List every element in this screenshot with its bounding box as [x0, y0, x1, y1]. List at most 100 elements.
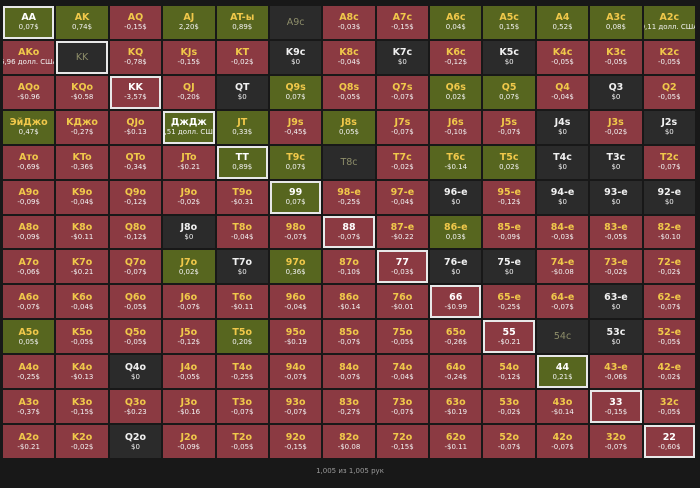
hand-cell[interactable]: K2c -0,05$: [643, 40, 695, 74]
hand-cell[interactable]: 63-е $0: [590, 285, 642, 319]
hand-cell[interactable]: KДжо -0,27$: [56, 110, 108, 144]
hand-cell[interactable]: Q3 $0: [590, 75, 642, 109]
hand-cell[interactable]: K4o -$0.13: [56, 355, 108, 389]
hand-cell[interactable]: A5o 0,05$: [3, 320, 55, 354]
hand-cell[interactable]: 66 -$0.99: [430, 285, 482, 319]
hand-cell[interactable]: 64o -0,24$: [430, 355, 482, 389]
hand-cell[interactable]: J7s -0,07$: [376, 110, 429, 144]
hand-cell[interactable]: 44 0,21$: [536, 355, 589, 389]
hand-cell[interactable]: 93o -0,07$: [269, 390, 322, 424]
hand-cell[interactable]: J4o -0,05$: [163, 355, 215, 389]
hand-cell[interactable]: QJ -0,20$: [163, 75, 215, 109]
hand-cell[interactable]: A9c: [269, 6, 322, 39]
hand-cell[interactable]: 42o -0,07$: [536, 425, 589, 458]
hand-cell[interactable]: J8s 0,05$: [323, 110, 375, 144]
hand-cell[interactable]: KK -3,57$: [109, 75, 162, 109]
hand-cell[interactable]: 83-е -0,05$: [590, 215, 642, 249]
hand-cell[interactable]: T5o 0,20$: [216, 320, 268, 354]
hand-cell[interactable]: 63o -$0.19: [430, 390, 482, 424]
hand-cell[interactable]: 73o -0,07$: [376, 390, 429, 424]
hand-cell[interactable]: 92o -0,15$: [269, 425, 322, 458]
hand-cell[interactable]: T4o -0,25$: [216, 355, 268, 389]
hand-cell[interactable]: 64-е -0,07$: [536, 285, 589, 319]
hand-cell[interactable]: T8o -0,04$: [216, 215, 268, 249]
hand-cell[interactable]: 62o -$0.11: [430, 425, 482, 458]
hand-cell[interactable]: 96-е $0: [430, 180, 482, 214]
hand-cell[interactable]: J9s -0,45$: [269, 110, 322, 144]
hand-cell[interactable]: Q8s -0,05$: [323, 75, 375, 109]
hand-cell[interactable]: 32o -0,07$: [590, 425, 642, 458]
hand-cell[interactable]: KQ -0,78$: [109, 40, 162, 74]
hand-cell[interactable]: A5c 0,15$: [483, 6, 535, 39]
hand-cell[interactable]: K8c -0,04$: [323, 40, 375, 74]
hand-cell[interactable]: 83o -0,27$: [323, 390, 375, 424]
hand-cell[interactable]: 84o -0,07$: [323, 355, 375, 389]
hand-cell[interactable]: T8c: [323, 145, 375, 179]
hand-cell[interactable]: 98o -0,07$: [269, 215, 322, 249]
hand-cell[interactable]: Q8o -0,12$: [109, 215, 162, 249]
hand-cell[interactable]: 84-е -0,03$: [536, 215, 589, 249]
hand-cell[interactable]: K3o -0,15$: [56, 390, 108, 424]
hand-cell[interactable]: 87-е -$0.22: [376, 215, 429, 249]
hand-cell[interactable]: 95-е -0,12$: [483, 180, 535, 214]
hand-cell[interactable]: KQo -$0.58: [56, 75, 108, 109]
hand-cell[interactable]: 53o -0,02$: [483, 390, 535, 424]
hand-cell[interactable]: Ато -0,69$: [3, 145, 55, 179]
hand-cell[interactable]: 65o -0,26$: [430, 320, 482, 354]
hand-cell[interactable]: T9o -$0.31: [216, 180, 268, 214]
hand-cell[interactable]: ДжДж6,51 долл. США: [163, 110, 215, 144]
hand-cell[interactable]: 95o -$0.19: [269, 320, 322, 354]
hand-cell[interactable]: 54o -0,12$: [483, 355, 535, 389]
hand-cell[interactable]: 65-е -0,25$: [483, 285, 535, 319]
hand-cell[interactable]: KK: [56, 40, 108, 74]
hand-cell[interactable]: 82o -$0.08: [323, 425, 375, 458]
hand-cell[interactable]: A7o -0,06$: [3, 250, 55, 284]
hand-cell[interactable]: 74o -0,04$: [376, 355, 429, 389]
hand-cell[interactable]: T5c 0,02$: [483, 145, 535, 179]
hand-cell[interactable]: 86o -$0.14: [323, 285, 375, 319]
hand-cell[interactable]: 85-е -0,09$: [483, 215, 535, 249]
hand-cell[interactable]: Q7o -0,07$: [109, 250, 162, 284]
hand-cell[interactable]: J2s $0: [643, 110, 695, 144]
hand-cell[interactable]: QTo -0,34$: [109, 145, 162, 179]
hand-cell[interactable]: 85o -0,07$: [323, 320, 375, 354]
hand-cell[interactable]: 77 -0,03$: [376, 250, 429, 284]
hand-cell[interactable]: A9o -0,09$: [3, 180, 55, 214]
hand-cell[interactable]: J3o -$0.16: [163, 390, 215, 424]
hand-cell[interactable]: J2o -0,09$: [163, 425, 215, 458]
hand-cell[interactable]: 33 -0,15$: [590, 390, 642, 424]
hand-cell[interactable]: 82-е -$0.10: [643, 215, 695, 249]
hand-cell[interactable]: A2c0,11 долл. США: [643, 6, 695, 39]
hand-cell[interactable]: K5c $0: [483, 40, 535, 74]
hand-cell[interactable]: A6c 0,04$: [430, 6, 482, 39]
hand-cell[interactable]: J6o -0,07$: [163, 285, 215, 319]
hand-cell[interactable]: T7o $0: [216, 250, 268, 284]
hand-cell[interactable]: T6o -$0.11: [216, 285, 268, 319]
hand-cell[interactable]: 93-е $0: [590, 180, 642, 214]
hand-cell[interactable]: T2o -0,05$: [216, 425, 268, 458]
hand-cell[interactable]: K9c $0: [269, 40, 322, 74]
hand-cell[interactable]: JT 0,33$: [216, 110, 268, 144]
hand-cell[interactable]: 99 0,07$: [269, 180, 322, 214]
hand-cell[interactable]: Q6o -0,05$: [109, 285, 162, 319]
hand-cell[interactable]: 96o -0,04$: [269, 285, 322, 319]
hand-cell[interactable]: 92-е $0: [643, 180, 695, 214]
hand-cell[interactable]: ЭйДжо 0,47$: [3, 110, 55, 144]
hand-cell[interactable]: Q3o -$0.23: [109, 390, 162, 424]
hand-cell[interactable]: J9o -0,02$: [163, 180, 215, 214]
hand-cell[interactable]: 88 -0,07$: [323, 215, 375, 249]
hand-cell[interactable]: K7o -$0.21: [56, 250, 108, 284]
hand-cell[interactable]: KTo -0,36$: [56, 145, 108, 179]
hand-cell[interactable]: 54c: [536, 320, 589, 354]
hand-cell[interactable]: AA 0,07$: [3, 6, 55, 39]
hand-cell[interactable]: Q4o $0: [109, 355, 162, 389]
hand-cell[interactable]: Q5o -0,05$: [109, 320, 162, 354]
hand-cell[interactable]: T7c -0,02$: [376, 145, 429, 179]
hand-cell[interactable]: T3c $0: [590, 145, 642, 179]
hand-cell[interactable]: 32c -0,05$: [643, 390, 695, 424]
hand-cell[interactable]: K7c $0: [376, 40, 429, 74]
hand-cell[interactable]: 43-е -0,06$: [590, 355, 642, 389]
hand-cell[interactable]: Q4 -0,04$: [536, 75, 589, 109]
hand-cell[interactable]: 97o 0,36$: [269, 250, 322, 284]
hand-cell[interactable]: 97-е -0,04$: [376, 180, 429, 214]
